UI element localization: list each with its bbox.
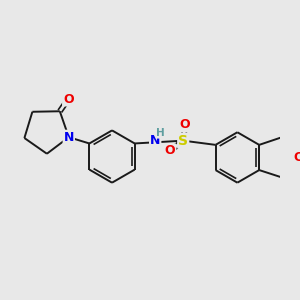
Text: O: O xyxy=(165,144,176,158)
Text: N: N xyxy=(64,131,74,144)
Text: O: O xyxy=(63,92,74,106)
Text: O: O xyxy=(180,118,190,131)
Text: N: N xyxy=(150,134,160,147)
Text: O: O xyxy=(293,151,300,164)
Text: S: S xyxy=(178,134,188,148)
Text: H: H xyxy=(156,128,165,138)
